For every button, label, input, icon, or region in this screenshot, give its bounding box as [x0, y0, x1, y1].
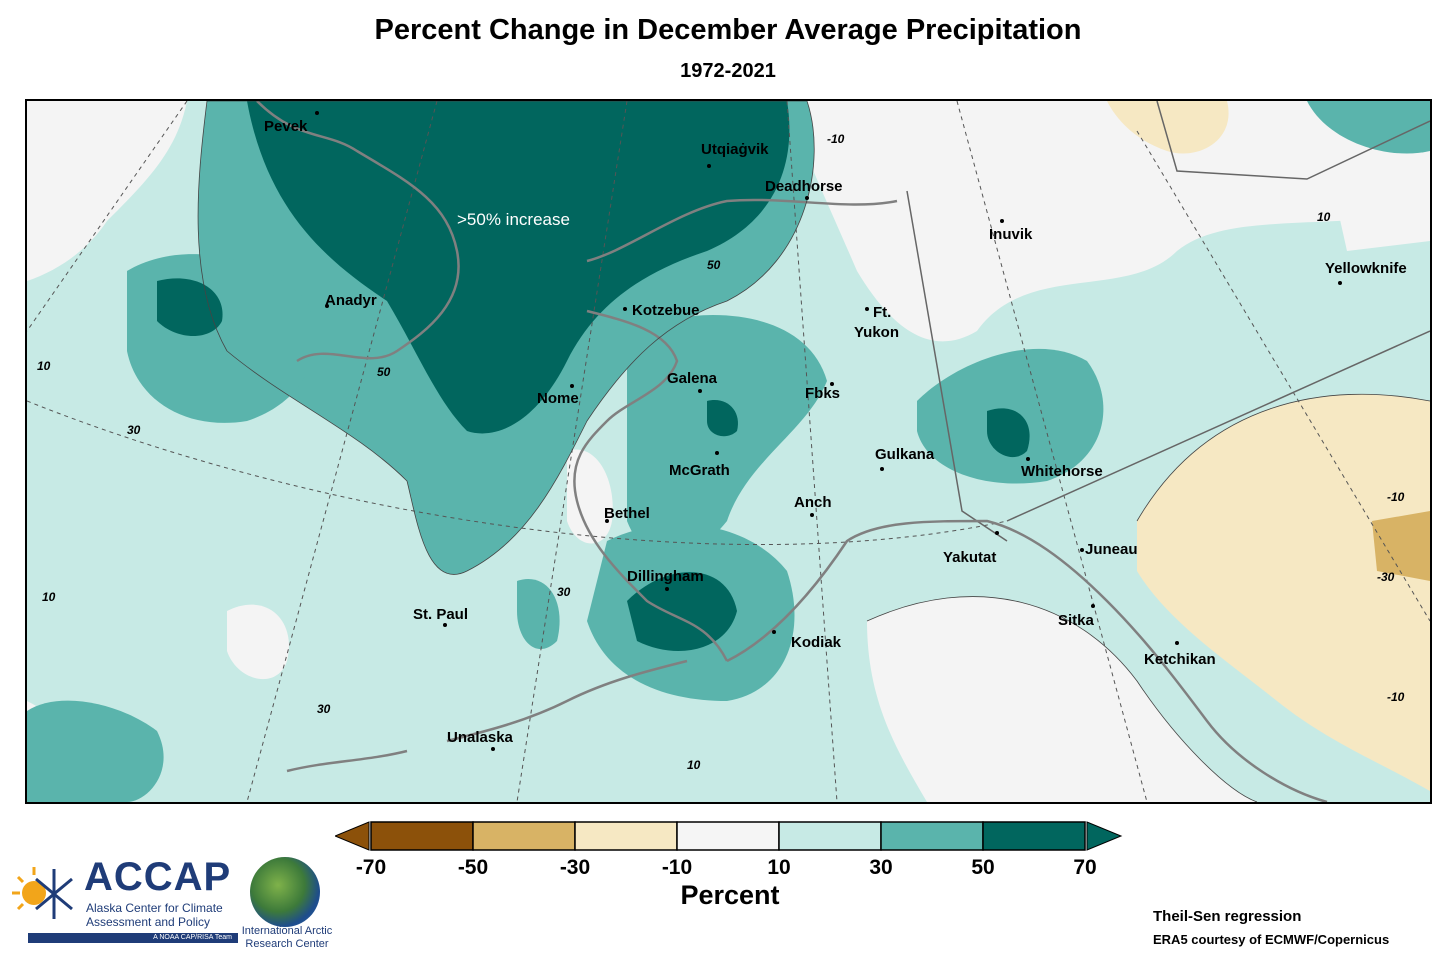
- colorbar-bin: [778, 821, 882, 851]
- boundaries: [906, 101, 1430, 542]
- colorbar-tick: 10: [767, 856, 791, 879]
- city-label: St. Paul: [413, 606, 468, 623]
- accap-name: ACCAP: [84, 855, 232, 899]
- iarc-line1: International Arctic: [241, 925, 333, 937]
- zone-30-50: [627, 315, 827, 559]
- zone-above-50: [627, 572, 737, 651]
- contour-label: 10: [42, 590, 56, 604]
- increase-callout: >50% increase: [457, 210, 570, 229]
- city-label: Whitehorse: [1021, 463, 1103, 480]
- accap-line1: Alaska Center for Climate: [86, 901, 223, 915]
- zone-drying: [1137, 394, 1430, 791]
- city-label: Dillingham: [627, 568, 704, 585]
- zone-above-50: [987, 408, 1030, 458]
- colorbar-extend-high: [1086, 821, 1123, 851]
- colorbar-tick: -50: [457, 856, 489, 879]
- contour-label: 30: [127, 423, 141, 437]
- contour-label: -10: [1387, 690, 1405, 704]
- contour-label: 50: [377, 365, 391, 379]
- city-label: Utqiaġvik: [701, 141, 769, 158]
- colorbar-extend-low: [335, 821, 370, 851]
- accap-tagline: A NOAA CAP/RISA Team: [28, 933, 238, 943]
- city-label: McGrath: [669, 462, 730, 479]
- colorbar-bin: [472, 821, 576, 851]
- zone-above-50: [707, 400, 738, 437]
- city-label: Gulkana: [875, 446, 935, 463]
- graticule: [27, 101, 1430, 802]
- city-label: Bethel: [604, 505, 650, 522]
- contour-label: -10: [827, 132, 845, 146]
- zone-above-50: [247, 101, 790, 434]
- contour-label: -10: [1387, 490, 1405, 504]
- city-label: Ketchikan: [1144, 651, 1216, 668]
- data-credit: ERA5 courtesy of ECMWF/Copernicus: [1153, 932, 1390, 947]
- city-label: Nome: [537, 390, 579, 407]
- city-label: Yakutat: [943, 549, 996, 566]
- map-subtitle: 1972-2021: [680, 60, 776, 82]
- city-label: Anadyr: [325, 292, 377, 309]
- contour-value-labels: 10 -10 30 50 10 -10 -30 -10 10 30 50 10 …: [37, 132, 1405, 772]
- map-canvas: >50% increase Pevek Utqiaġvik Deadhorse …: [27, 101, 1430, 802]
- coastlines: [256, 101, 1328, 802]
- zone-neutral: [867, 596, 1257, 802]
- colorbar-tick: 30: [869, 856, 893, 879]
- contour-lines: [197, 101, 1430, 802]
- colorbar-tick: -70: [355, 856, 387, 879]
- contour-label: 30: [557, 585, 571, 599]
- city-label: Galena: [667, 370, 718, 387]
- city-markers: Pevek Utqiaġvik Deadhorse Inuvik Yellowk…: [264, 111, 1407, 751]
- city-label: Juneau: [1085, 541, 1138, 558]
- contour-label: 10: [1317, 210, 1331, 224]
- city-label: Ft.: [873, 304, 891, 321]
- colorbar-bin: [370, 821, 474, 851]
- colorbar-bin: [982, 821, 1086, 851]
- colorbar-tick: -10: [661, 856, 693, 879]
- accap-line2: Assessment and Policy: [86, 915, 211, 929]
- colorbar-tick: 70: [1073, 856, 1097, 879]
- zone-neutral: [1327, 151, 1430, 251]
- zone-30-50: [1307, 101, 1430, 154]
- iarc-name: International Arctic Research Center: [232, 925, 342, 951]
- zone-neutral: [227, 604, 289, 680]
- zone-drying-strong: [1372, 511, 1430, 581]
- contour-label: 30: [317, 702, 331, 716]
- iarc-line2: Research Center: [245, 938, 329, 950]
- contour-label: -30: [1377, 570, 1395, 584]
- colorbar: [335, 821, 1123, 851]
- accap-subtitle: Alaska Center for Climate Assessment and…: [86, 901, 223, 929]
- zone-above-50: [157, 278, 223, 336]
- sun-snowflake-icon: [12, 867, 73, 919]
- colorbar-bin: [574, 821, 678, 851]
- zone-30-50: [517, 579, 560, 650]
- city-label: Deadhorse: [765, 178, 843, 195]
- contour-label: 10: [687, 758, 701, 772]
- city-label: Kotzebue: [632, 302, 700, 319]
- city-label: Unalaska: [447, 729, 514, 746]
- precipitation-map: >50% increase Pevek Utqiaġvik Deadhorse …: [25, 99, 1432, 804]
- zone-drying: [1107, 101, 1229, 154]
- city-label: Sitka: [1058, 612, 1095, 629]
- method-credit: Theil-Sen regression: [1153, 908, 1302, 925]
- contour-label: 10: [37, 359, 51, 373]
- city-label: Pevek: [264, 118, 308, 135]
- city-label: Kodiak: [791, 634, 842, 651]
- colorbar-bin: [676, 821, 780, 851]
- colorbar-bin: [880, 821, 984, 851]
- zone-neutral: [567, 449, 613, 544]
- zone-neutral: [27, 101, 187, 281]
- city-label: Yukon: [854, 324, 899, 341]
- colorbar-label: Percent: [680, 880, 780, 910]
- contour-label: 50: [707, 258, 721, 272]
- zone-neutral: [787, 101, 1430, 342]
- accap-logo: ACCAP Alaska Center for Climate Assessme…: [10, 855, 240, 945]
- city-label: Fbks: [805, 385, 840, 402]
- colorbar-tick: 50: [971, 856, 995, 879]
- zone-30-50: [27, 700, 164, 802]
- iarc-globe-icon: [250, 857, 320, 927]
- city-label: Anch: [794, 494, 832, 511]
- colorbar-tick: -30: [559, 856, 591, 879]
- city-label: Yellowknife: [1325, 260, 1407, 277]
- city-label: Inuvik: [989, 226, 1033, 243]
- map-title: Percent Change in December Average Preci…: [374, 14, 1082, 46]
